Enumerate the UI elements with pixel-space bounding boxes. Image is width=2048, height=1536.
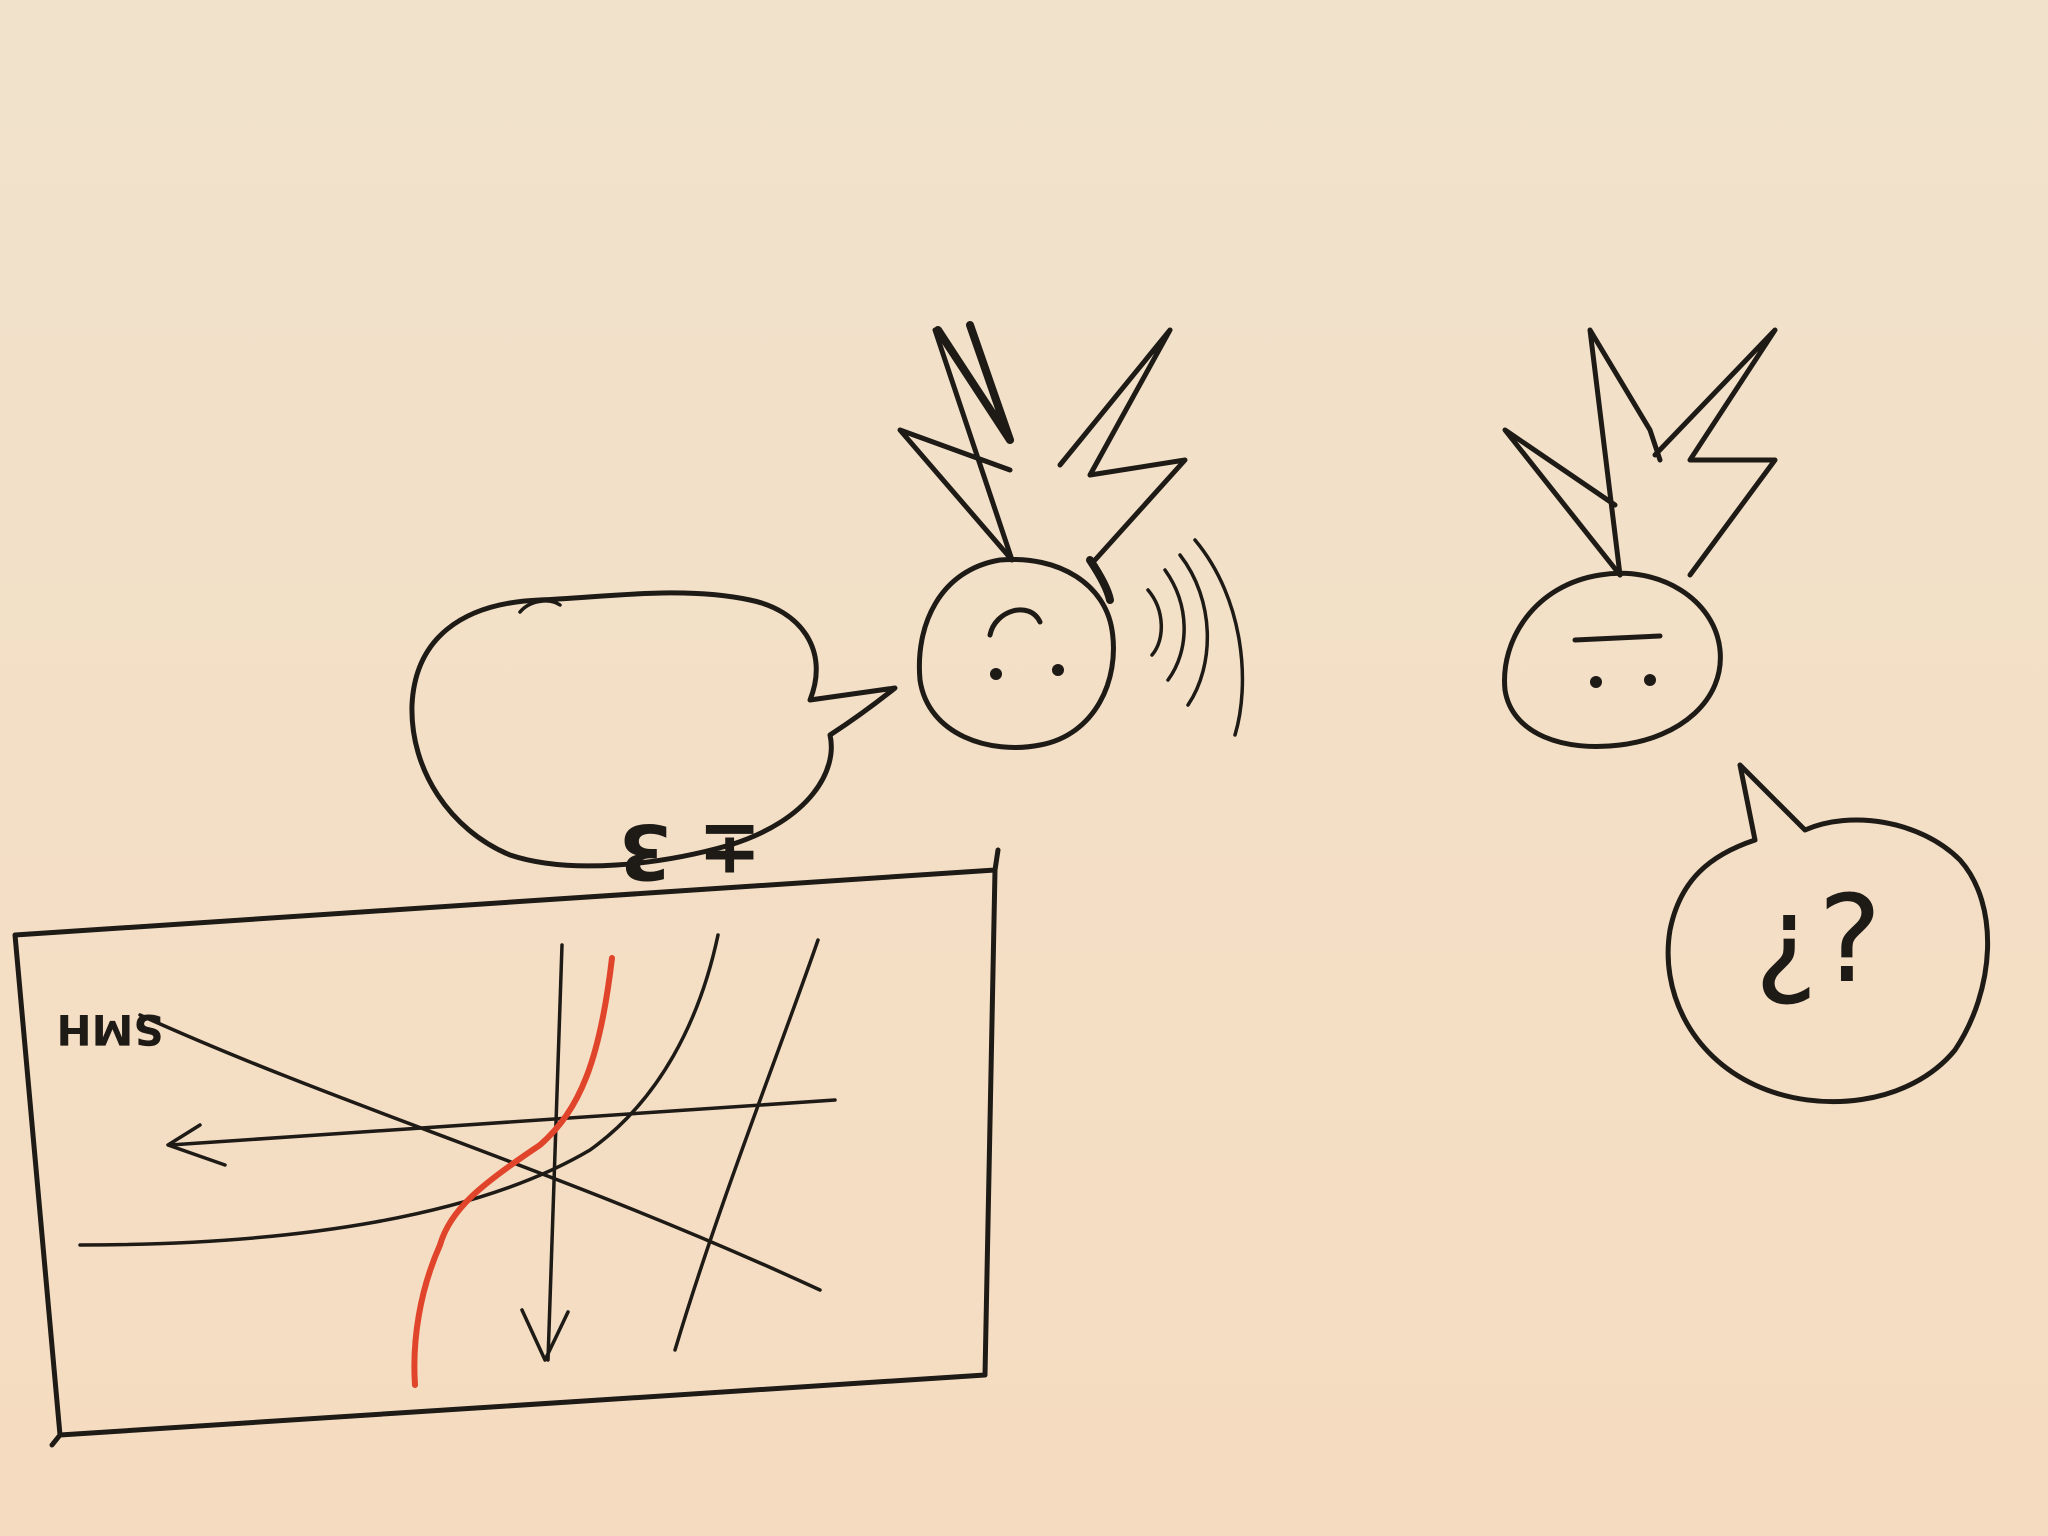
arrow-down-icon <box>520 1308 570 1362</box>
sound-waves-icon <box>1146 538 1245 737</box>
right-person-hair-icon <box>1502 327 1778 578</box>
right-speech-text: ¿? <box>1754 886 1881 1025</box>
right-person <box>1502 327 1778 750</box>
left-person <box>897 321 1245 750</box>
arrow-left-icon <box>166 1123 227 1167</box>
graph-label: SMH <box>56 1005 163 1054</box>
left-speech-text: ± 3 <box>618 807 761 896</box>
graph-panel: SMH <box>12 847 1001 1448</box>
right-speech-bubble: ¿? <box>1665 762 1991 1105</box>
left-person-head <box>916 556 1116 750</box>
left-person-hair-icon <box>897 321 1188 563</box>
red-curve <box>411 955 615 1388</box>
right-person-head <box>1502 570 1723 750</box>
left-speech-bubble: ± 3 <box>409 590 898 896</box>
